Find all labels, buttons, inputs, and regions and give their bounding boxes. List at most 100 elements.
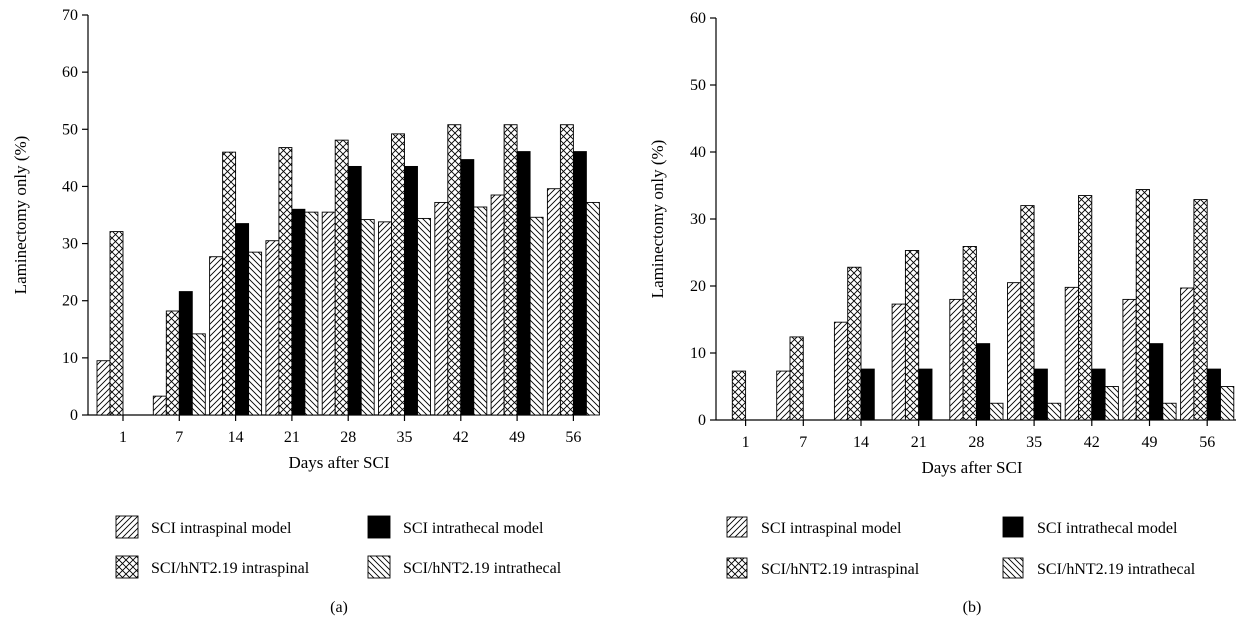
x-tick-label: 28 (968, 434, 984, 451)
legend-label: SCI intraspinal model (761, 520, 902, 537)
bar (191, 333, 206, 416)
x-tick-label: 7 (799, 434, 807, 451)
bar (1091, 368, 1106, 421)
y-tick-label: 30 (62, 236, 78, 253)
y-tick-label: 40 (62, 178, 78, 195)
x-tick-label: 7 (175, 429, 183, 446)
bar (1020, 205, 1035, 421)
bar (1064, 286, 1079, 421)
x-tick-label: 14 (228, 429, 244, 446)
x-tick-label: 21 (284, 429, 300, 446)
legend-swatch (367, 515, 391, 539)
legend-swatch (726, 557, 748, 579)
legend-swatch (115, 555, 139, 579)
bar (860, 368, 875, 421)
x-tick-label: 1 (742, 434, 750, 451)
bar (460, 159, 475, 416)
x-tick-label: 14 (853, 434, 869, 451)
x-tick-label: 35 (1026, 434, 1042, 451)
bar (434, 201, 449, 416)
bars (96, 124, 600, 416)
bar (989, 402, 1004, 421)
x-tick-label: 49 (509, 429, 525, 446)
bar (1078, 195, 1093, 421)
bar (165, 310, 180, 416)
legend-label: SCI/hNT2.19 intrathecal (1037, 561, 1196, 578)
bar (789, 336, 804, 421)
legend-label: SCI/hNT2.19 intrathecal (403, 560, 562, 577)
panel-b: 0 10 20 30 40 50 60 1 7 14 21 28 35 42 49 56 Laminecto… (648, 10, 1236, 616)
x-axis-label: Days after SCI (288, 453, 389, 472)
bar (1220, 386, 1235, 421)
bar (235, 223, 250, 416)
x-ticks: 1 7 14 21 28 35 42 49 56 (119, 415, 581, 446)
bar (847, 266, 862, 421)
y-tick-label: 30 (690, 211, 706, 228)
bar (391, 133, 405, 416)
bar (1135, 189, 1150, 421)
x-tick-label: 42 (1084, 434, 1100, 451)
x-tick-label: 49 (1142, 434, 1158, 451)
legend: SCI intraspinal model SCI/hNT2.19 intrasp… (115, 515, 562, 579)
y-tick-label: 40 (690, 144, 706, 161)
legend-swatch (726, 516, 748, 538)
y-axis-label: Laminectomy only (%) (648, 140, 667, 299)
bar (321, 211, 336, 416)
bar (304, 211, 319, 416)
bar (490, 194, 505, 416)
bar (109, 231, 124, 416)
x-tick-label: 35 (397, 429, 413, 446)
y-tick-label: 50 (690, 77, 706, 94)
bar (417, 217, 431, 416)
bar (546, 188, 561, 416)
bar (96, 360, 111, 416)
y-tick-label: 20 (62, 293, 78, 310)
bar (1162, 402, 1177, 421)
bar (473, 206, 488, 416)
bar (962, 246, 977, 421)
bar (278, 147, 293, 416)
bar (572, 151, 587, 416)
bars (731, 189, 1235, 421)
bar (585, 201, 600, 416)
bar (559, 124, 574, 416)
bar (1206, 368, 1221, 421)
legend-swatch (115, 515, 139, 539)
bar (1149, 343, 1164, 421)
bar (1007, 282, 1022, 421)
bar (404, 165, 418, 416)
bar (209, 256, 224, 416)
bar (949, 298, 964, 421)
bar (248, 251, 263, 416)
bar (1122, 298, 1137, 421)
x-tick-label: 1 (119, 429, 127, 446)
bar (975, 343, 991, 421)
legend-label: SCI/hNT2.19 intraspinal (151, 560, 310, 577)
legend-label: SCI intrathecal model (403, 520, 544, 537)
x-axis-label: Days after SCI (921, 458, 1022, 477)
y-tick-label: 60 (690, 10, 706, 27)
bar (447, 124, 462, 416)
bar (360, 219, 375, 416)
bar (265, 240, 280, 416)
bar (503, 124, 518, 416)
bar (1193, 199, 1208, 421)
bar (1180, 287, 1195, 421)
x-tick-label: 56 (1199, 434, 1215, 451)
legend-swatch (1002, 557, 1024, 579)
legend-swatch (367, 555, 391, 579)
y-tick-label: 70 (62, 7, 78, 24)
bar (222, 151, 237, 416)
bar (516, 151, 531, 416)
bar (904, 250, 920, 421)
bar (776, 370, 791, 421)
y-tick-label: 50 (62, 121, 78, 138)
y-tick-label: 60 (62, 64, 78, 81)
legend-label: SCI intrathecal model (1037, 520, 1178, 537)
bar (833, 321, 849, 421)
y-ticks: 0 10 20 30 40 50 60 70 (62, 7, 88, 424)
y-ticks: 0 10 20 30 40 50 60 (690, 10, 716, 429)
legend: SCI intraspinal model SCI/hNT2.19 intrasp… (726, 516, 1196, 579)
bar (1104, 386, 1119, 421)
